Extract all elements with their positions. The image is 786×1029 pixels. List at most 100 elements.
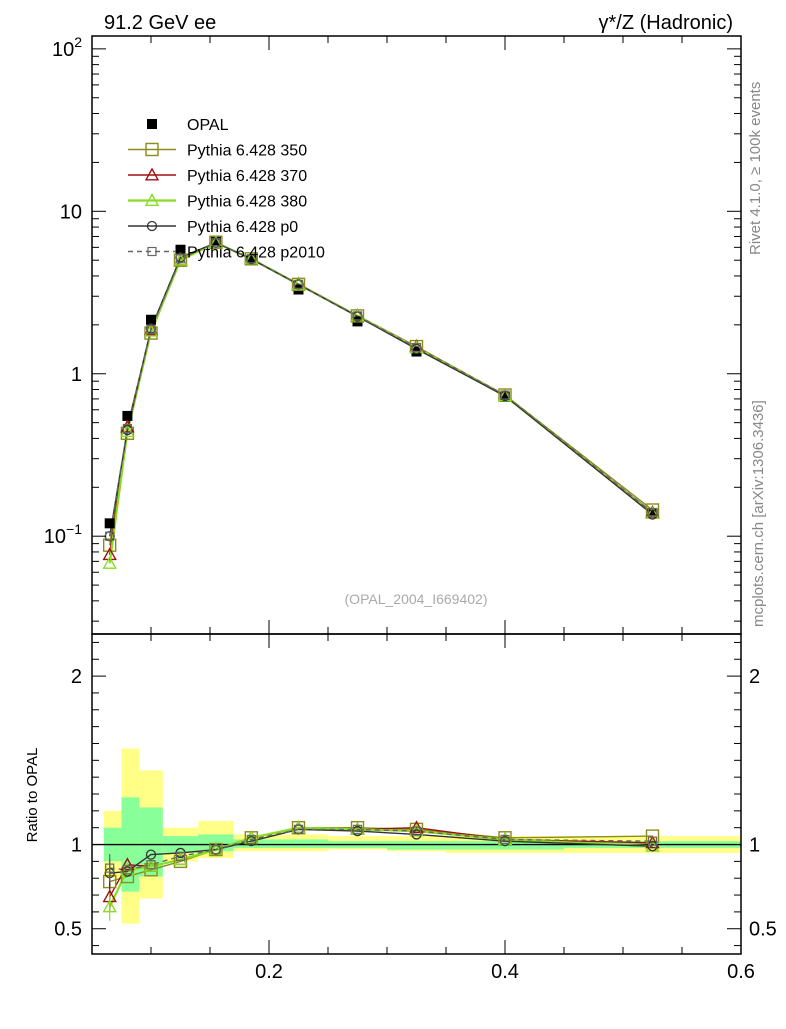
legend-label-p2010: Pythia 6.428 p2010 xyxy=(187,245,325,262)
main-line-p380 xyxy=(108,241,654,564)
main-point-p380 xyxy=(120,424,135,438)
main-point-p380 xyxy=(102,555,117,569)
ratio-point-p2010 xyxy=(122,865,133,875)
ratio-point-p2010 xyxy=(293,824,304,834)
legend-marker-p350 xyxy=(145,142,159,157)
ratio-x-tick-label: 0.2 xyxy=(255,961,283,983)
ratio-panel-x-tick-labels: 0.2 0.4 0.6 xyxy=(255,961,755,983)
main-point-p2010 xyxy=(352,311,363,321)
rivet-label: Rivet 4.1.0, ≥ 100k events xyxy=(747,82,764,255)
main-point-opal xyxy=(210,235,221,246)
legend-label-p380: Pythia 6.428 380 xyxy=(187,194,307,211)
legend-label-opal: OPAL xyxy=(187,117,229,134)
ratio-point-p2010 xyxy=(352,824,363,834)
main-point-p350 xyxy=(102,538,117,552)
ratio-point-p350 xyxy=(120,869,135,884)
main-line-p350 xyxy=(109,241,653,546)
legend-marker-p2010 xyxy=(147,246,157,257)
ratio-point-p2010 xyxy=(175,851,186,861)
header-left: 91.2 GeV ee xyxy=(104,12,216,34)
legend-marker-p380 xyxy=(144,193,160,207)
ratio-point-p370 xyxy=(120,857,135,871)
ratio-point-p380 xyxy=(497,832,513,845)
main-point-p2010 xyxy=(146,324,156,335)
main-y-tick-label: 102 xyxy=(52,34,82,61)
source-label: mcplots.cern.ch [arXiv:1306.3436] xyxy=(750,400,767,627)
main-point-opal xyxy=(146,314,156,325)
ratio-point-p2010 xyxy=(246,834,256,845)
main-point-p370 xyxy=(102,547,117,561)
ratio-point-p350 xyxy=(173,854,188,869)
main-point-opal xyxy=(500,391,510,402)
legend: OPAL Pythia 6.428 350 Pythia 6.428 370 Pyth… xyxy=(128,117,325,262)
main-point-opal xyxy=(104,518,115,529)
ratio-y-tick-label-left: 2 xyxy=(71,666,82,688)
ratio-line-p0 xyxy=(109,828,653,874)
ratio-y-tick-label-left: 1 xyxy=(71,835,82,857)
ratio-point-p380 xyxy=(350,821,365,835)
main-y-tick-label: 10−1 xyxy=(44,521,82,548)
ratio-panel-ticks xyxy=(91,634,742,954)
watermark: (OPAL_2004_I669402) xyxy=(345,591,488,607)
ratio-point-p0 xyxy=(145,849,157,860)
legend-label-p370: Pythia 6.428 370 xyxy=(187,168,307,185)
main-point-p2010 xyxy=(122,423,133,434)
main-point-p380 xyxy=(173,252,188,266)
ratio-point-p380 xyxy=(291,820,306,834)
main-panel-y-tick-labels: 102 10 1 10−1 xyxy=(44,34,82,548)
legend-marker-p370 xyxy=(144,167,160,181)
main-point-p2010 xyxy=(211,238,221,248)
ratio-point-p380 xyxy=(143,858,159,872)
ratio-point-p380 xyxy=(173,852,188,866)
main-point-p2010 xyxy=(500,390,510,400)
ratio-line-p380 xyxy=(108,826,653,908)
main-point-p2010 xyxy=(246,254,256,264)
ratio-panel-series xyxy=(102,820,660,921)
main-point-p380 xyxy=(143,323,159,337)
ratio-y-tick-label-right: 0.5 xyxy=(749,919,777,941)
main-line-p0 xyxy=(109,242,653,537)
ratio-panel-y-tick-labels: 2 2 1 1 0.5 0.5 xyxy=(54,666,777,941)
main-point-opal xyxy=(647,508,658,519)
ratio-panel-frame xyxy=(91,633,742,955)
main-point-p380 xyxy=(409,340,424,354)
legend-marker-p0 xyxy=(146,220,158,232)
ratio-point-p2010 xyxy=(411,826,422,836)
ratio-x-tick-label: 0.6 xyxy=(727,961,755,983)
legend-label-p0: Pythia 6.428 p0 xyxy=(187,219,298,236)
ratio-y-tick-label-right: 1 xyxy=(749,835,760,857)
main-y-tick-label: 1 xyxy=(71,364,82,386)
main-panel-series xyxy=(102,235,660,569)
ratio-point-p2010 xyxy=(146,860,156,870)
main-point-p350 xyxy=(120,426,135,440)
ratio-point-p2010 xyxy=(105,863,115,873)
main-point-opal xyxy=(122,410,133,421)
main-line-p2010 xyxy=(109,242,653,537)
main-point-p2010 xyxy=(293,279,304,289)
ratio-band-inner xyxy=(269,839,328,848)
ratio-line-p2010 xyxy=(109,828,653,871)
ratio-point-p0 xyxy=(647,841,658,852)
main-point-opal xyxy=(246,255,257,266)
ratio-y-axis-label: Ratio to OPAL xyxy=(24,748,41,843)
legend-marker-opal xyxy=(147,119,157,129)
main-point-p2010 xyxy=(175,254,186,264)
main-point-p2010 xyxy=(647,507,658,518)
header-right: γ*/Z (Hadronic) xyxy=(599,12,733,34)
main-line-p370 xyxy=(109,242,653,555)
main-point-p380 xyxy=(645,506,660,519)
ratio-point-p2010 xyxy=(647,836,658,846)
ratio-y-tick-label-left: 0.5 xyxy=(54,919,82,941)
main-point-opal xyxy=(175,244,186,255)
ratio-point-p380 xyxy=(102,899,117,913)
ratio-point-p2010 xyxy=(211,844,221,855)
ratio-point-p380 xyxy=(120,862,135,876)
main-y-tick-label: 10 xyxy=(60,201,82,223)
main-point-p2010 xyxy=(411,342,422,353)
ratio-band-inner xyxy=(387,841,446,850)
ratio-x-tick-label: 0.4 xyxy=(491,961,519,983)
main-point-p350 xyxy=(144,326,158,340)
legend-label-p350: Pythia 6.428 350 xyxy=(187,143,307,160)
ratio-point-p2010 xyxy=(500,834,510,845)
